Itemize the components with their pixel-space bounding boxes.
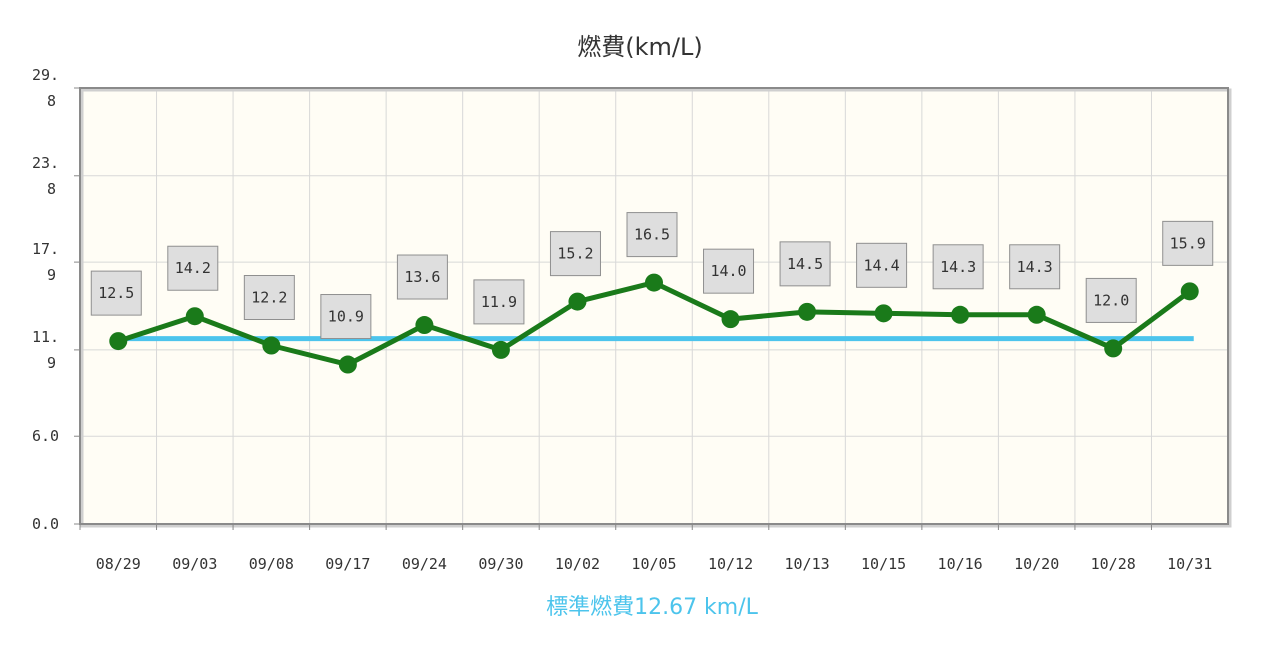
- x-tick-label: 10/28: [1091, 555, 1136, 573]
- x-tick-label: 08/29: [96, 555, 141, 573]
- x-tick-label: 10/20: [1014, 555, 1059, 573]
- data-point: [491, 340, 510, 359]
- data-label-box: [396, 254, 448, 300]
- x-tick-label: 10/15: [861, 555, 906, 573]
- data-label: 15.2: [557, 245, 593, 263]
- y-tick-label-part: 17.: [32, 240, 59, 258]
- data-label-box: [243, 275, 295, 321]
- data-label: 15.9: [1170, 234, 1206, 252]
- y-tick-label-part: 11.: [32, 328, 59, 346]
- chart-title: 燃費(km/L): [577, 33, 702, 61]
- standard-fuel-economy-label: 標準燃費12.67 km/L: [546, 595, 759, 620]
- data-label: 12.5: [98, 284, 134, 302]
- data-label-box: [1085, 277, 1137, 323]
- x-tick-label: 09/30: [478, 555, 523, 573]
- y-tick-label: 17. 9: [32, 240, 59, 284]
- x-tick-label: 09/24: [402, 555, 447, 573]
- y-tick-label-part: 8: [47, 180, 56, 198]
- data-label: 12.2: [251, 289, 287, 307]
- y-tick-label: 0.0: [32, 515, 59, 533]
- plot-frame: [79, 87, 1229, 525]
- x-tick-label: 09/03: [172, 555, 217, 573]
- data-point: [645, 273, 663, 292]
- data-label-box: [320, 294, 372, 340]
- data-point: [1104, 339, 1123, 358]
- y-tick-label-part: 29.: [32, 66, 59, 84]
- data-point: [415, 316, 434, 335]
- x-tick-label: 10/31: [1167, 555, 1212, 573]
- plot-frame-shadow: [80, 88, 1232, 528]
- data-label-box: [779, 241, 831, 287]
- y-tick-label-part: 8: [47, 92, 56, 110]
- data-point: [568, 292, 587, 311]
- data-label: 10.9: [328, 308, 364, 326]
- data-label: 14.0: [710, 262, 746, 280]
- data-label-box: [1009, 244, 1061, 290]
- y-tick-label: 11. 9: [32, 328, 59, 372]
- data-point: [1027, 305, 1046, 324]
- data-point: [721, 310, 740, 329]
- y-tick-label-part: 9: [47, 354, 56, 372]
- y-tick-label: 29. 8: [32, 66, 59, 110]
- data-point: [262, 336, 281, 355]
- data-label-box: [90, 270, 142, 316]
- x-tick-label: 10/16: [938, 555, 983, 573]
- x-tick-label: 09/17: [325, 555, 370, 573]
- data-label: 12.0: [1093, 291, 1129, 309]
- data-label-box: [856, 242, 908, 288]
- data-point: [798, 302, 817, 321]
- y-tick-label-part: 23.: [32, 154, 59, 172]
- data-label: 14.3: [1017, 258, 1053, 276]
- data-label-box: [1162, 220, 1214, 266]
- data-point: [951, 305, 970, 324]
- data-point: [1180, 282, 1199, 301]
- data-point: [338, 355, 357, 374]
- x-tick-label: 10/02: [555, 555, 600, 573]
- data-label-box: [703, 248, 755, 294]
- data-label: 14.3: [940, 258, 976, 276]
- data-point: [185, 307, 204, 326]
- data-label-box: [473, 279, 525, 325]
- data-label: 14.4: [864, 256, 900, 274]
- data-label: 11.9: [481, 293, 517, 311]
- data-label: 13.6: [404, 268, 440, 286]
- x-tick-label: 09/08: [249, 555, 294, 573]
- x-tick-label: 10/05: [631, 555, 676, 573]
- y-tick-label: 23. 8: [32, 154, 59, 198]
- data-label-box: [932, 244, 984, 290]
- data-label: 16.5: [634, 226, 670, 244]
- data-label-box: [549, 231, 601, 277]
- x-tick-label: 10/12: [708, 555, 753, 573]
- data-label: 14.5: [787, 255, 823, 273]
- data-point: [874, 304, 893, 323]
- y-tick-label-part: 9: [47, 266, 56, 284]
- data-point: [109, 332, 128, 351]
- data-label: 14.2: [175, 259, 211, 277]
- data-label-box: [626, 212, 678, 258]
- data-label-box: [167, 245, 219, 291]
- y-tick-label: 6.0: [32, 427, 59, 445]
- x-tick-label: 10/13: [784, 555, 829, 573]
